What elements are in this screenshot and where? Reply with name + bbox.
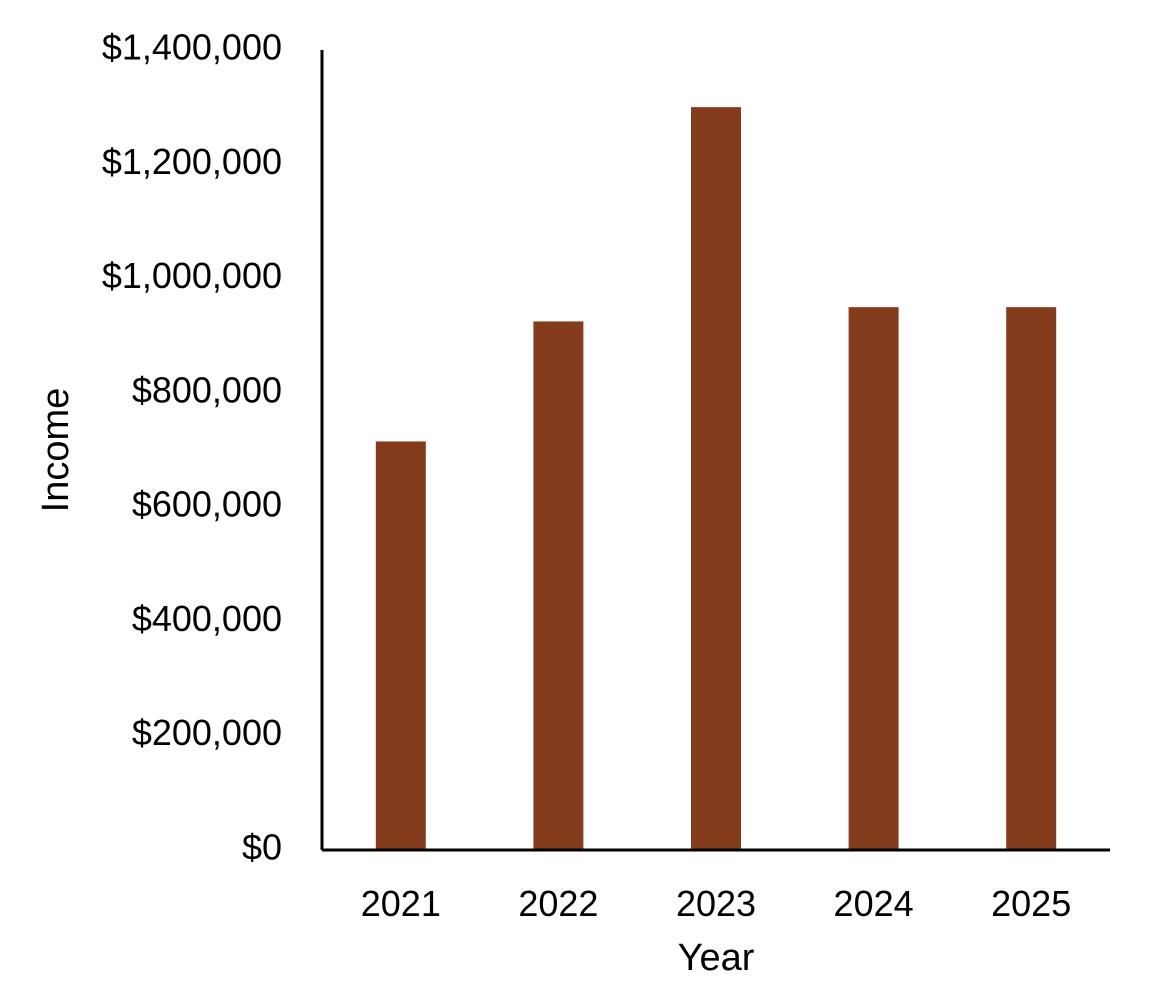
bar-2023	[691, 107, 741, 850]
y-tick-label: $0	[242, 827, 282, 868]
bars-group	[375, 107, 1057, 851]
bar-2022	[533, 321, 584, 850]
y-tick-label: $1,200,000	[102, 141, 282, 182]
y-tick-label: $600,000	[132, 484, 282, 525]
bar-2025	[1006, 307, 1057, 851]
y-tick-label: $200,000	[132, 712, 282, 753]
x-tick-label: 2021	[361, 883, 441, 924]
x-tick-label: 2023	[676, 883, 756, 924]
y-tick-labels: $0 $200,000 $400,000 $600,000 $800,000 $1,000…	[102, 27, 282, 868]
y-tick-label: $1,400,000	[102, 27, 282, 68]
x-tick-label: 2022	[518, 883, 598, 924]
y-tick-label: $400,000	[132, 598, 282, 639]
x-axis-title: Year	[678, 937, 755, 979]
bar-2024	[848, 307, 899, 851]
y-tick-label: $800,000	[132, 369, 282, 410]
bar-2021	[375, 441, 426, 850]
y-axis-title: Income	[35, 388, 77, 513]
y-tick-label: $1,000,000	[102, 255, 282, 296]
x-tick-labels: 2021 2022 2023 2024 2025	[361, 883, 1071, 924]
x-tick-label: 2024	[834, 883, 914, 924]
x-tick-label: 2025	[991, 883, 1071, 924]
